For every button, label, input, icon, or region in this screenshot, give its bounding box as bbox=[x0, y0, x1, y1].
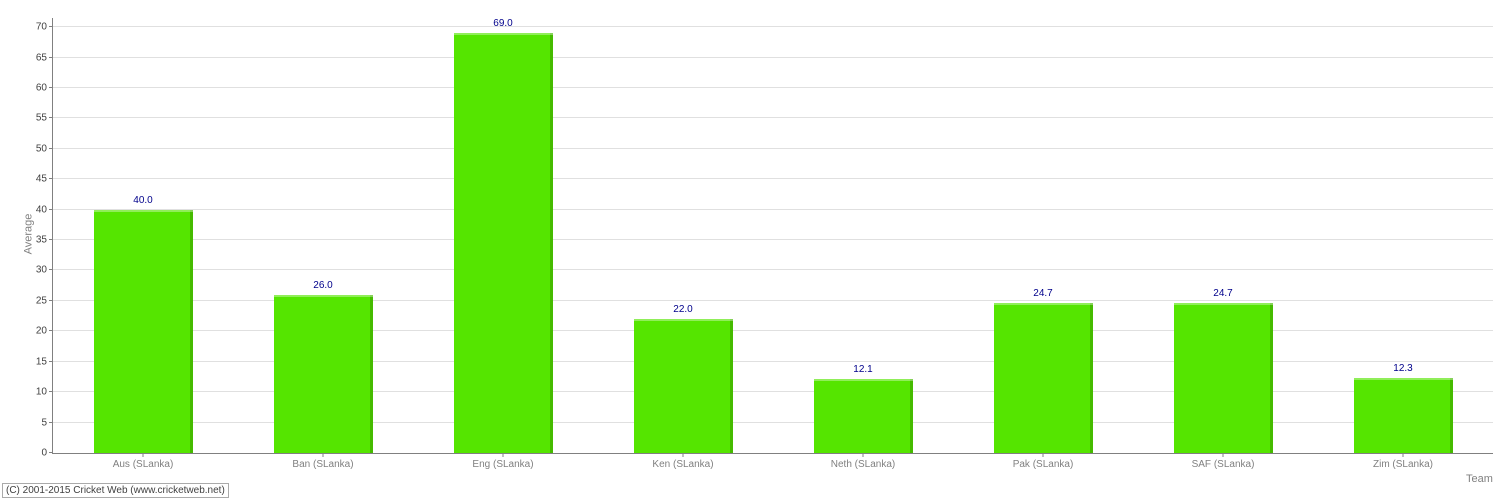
y-tick-label: 0 bbox=[41, 448, 47, 459]
y-tick-mark bbox=[49, 209, 53, 210]
x-tick-label: Ban (SLanka) bbox=[292, 459, 353, 470]
x-tick-mark bbox=[1403, 453, 1404, 457]
y-tick-label: 20 bbox=[36, 326, 47, 337]
y-tick-label: 5 bbox=[41, 417, 47, 428]
x-tick-label: Aus (SLanka) bbox=[113, 459, 174, 470]
bar: 24.7 bbox=[1174, 303, 1273, 453]
y-tick-mark bbox=[49, 452, 53, 453]
bar-value-label: 40.0 bbox=[133, 195, 152, 206]
gridline bbox=[53, 361, 1493, 362]
bar: 12.3 bbox=[1354, 378, 1453, 453]
bar: 22.0 bbox=[634, 319, 733, 453]
bar-value-label: 24.7 bbox=[1213, 288, 1232, 299]
y-tick-mark bbox=[49, 361, 53, 362]
y-tick-mark bbox=[49, 269, 53, 270]
bar-value-label: 12.3 bbox=[1393, 363, 1412, 374]
x-tick-label: Zim (SLanka) bbox=[1373, 459, 1433, 470]
gridline bbox=[53, 300, 1493, 301]
x-tick-label: Eng (SLanka) bbox=[472, 459, 533, 470]
bar: 26.0 bbox=[274, 295, 373, 453]
x-axis-label: Team bbox=[1466, 473, 1493, 485]
x-tick-mark bbox=[863, 453, 864, 457]
bar: 69.0 bbox=[454, 33, 553, 453]
y-tick-mark bbox=[49, 117, 53, 118]
gridline bbox=[53, 117, 1493, 118]
bar: 24.7 bbox=[994, 303, 1093, 453]
gridline bbox=[53, 178, 1493, 179]
x-tick-mark bbox=[1043, 453, 1044, 457]
x-tick-mark bbox=[323, 453, 324, 457]
x-tick-mark bbox=[1223, 453, 1224, 457]
y-tick-label: 50 bbox=[36, 143, 47, 154]
y-tick-mark bbox=[49, 178, 53, 179]
y-tick-label: 40 bbox=[36, 204, 47, 215]
gridline bbox=[53, 148, 1493, 149]
chart-container: 0 5 10 15 20 25 30 35 40 45 50 55 60 65 70 40.0 Aus (SLa… bbox=[0, 0, 1500, 500]
y-tick-label: 55 bbox=[36, 113, 47, 124]
x-tick-label: SAF (SLanka) bbox=[1192, 459, 1255, 470]
y-tick-mark bbox=[49, 330, 53, 331]
gridline bbox=[53, 391, 1493, 392]
y-tick-label: 10 bbox=[36, 387, 47, 398]
y-axis-label: Average bbox=[22, 213, 34, 254]
y-tick-mark bbox=[49, 57, 53, 58]
gridline bbox=[53, 330, 1493, 331]
x-tick-mark bbox=[503, 453, 504, 457]
gridline bbox=[53, 26, 1493, 27]
copyright-notice: (C) 2001-2015 Cricket Web (www.cricketwe… bbox=[2, 483, 229, 498]
bar-value-label: 69.0 bbox=[493, 18, 512, 29]
y-tick-label: 65 bbox=[36, 52, 47, 63]
y-tick-mark bbox=[49, 148, 53, 149]
bar: 40.0 bbox=[94, 210, 193, 453]
y-tick-mark bbox=[49, 422, 53, 423]
y-tick-label: 45 bbox=[36, 174, 47, 185]
gridline bbox=[53, 87, 1493, 88]
bar: 12.1 bbox=[814, 379, 913, 453]
y-tick-mark bbox=[49, 26, 53, 27]
x-tick-mark bbox=[143, 453, 144, 457]
gridline bbox=[53, 269, 1493, 270]
y-tick-mark bbox=[49, 87, 53, 88]
x-tick-mark bbox=[683, 453, 684, 457]
bar-value-label: 12.1 bbox=[853, 364, 872, 375]
gridline bbox=[53, 209, 1493, 210]
y-tick-mark bbox=[49, 300, 53, 301]
y-tick-label: 30 bbox=[36, 265, 47, 276]
x-tick-label: Neth (SLanka) bbox=[831, 459, 895, 470]
y-tick-label: 15 bbox=[36, 356, 47, 367]
gridline bbox=[53, 422, 1493, 423]
bar-value-label: 24.7 bbox=[1033, 288, 1052, 299]
y-tick-label: 25 bbox=[36, 295, 47, 306]
y-tick-label: 35 bbox=[36, 235, 47, 246]
x-tick-label: Pak (SLanka) bbox=[1013, 459, 1074, 470]
gridline bbox=[53, 57, 1493, 58]
y-tick-mark bbox=[49, 391, 53, 392]
bar-value-label: 26.0 bbox=[313, 280, 332, 291]
bar-value-label: 22.0 bbox=[673, 304, 692, 315]
y-tick-mark bbox=[49, 239, 53, 240]
y-tick-label: 60 bbox=[36, 82, 47, 93]
y-tick-label: 70 bbox=[36, 22, 47, 33]
gridline bbox=[53, 239, 1493, 240]
plot-area: 051015202530354045505560657040.0Aus (SLa… bbox=[52, 18, 1493, 454]
x-tick-label: Ken (SLanka) bbox=[652, 459, 713, 470]
